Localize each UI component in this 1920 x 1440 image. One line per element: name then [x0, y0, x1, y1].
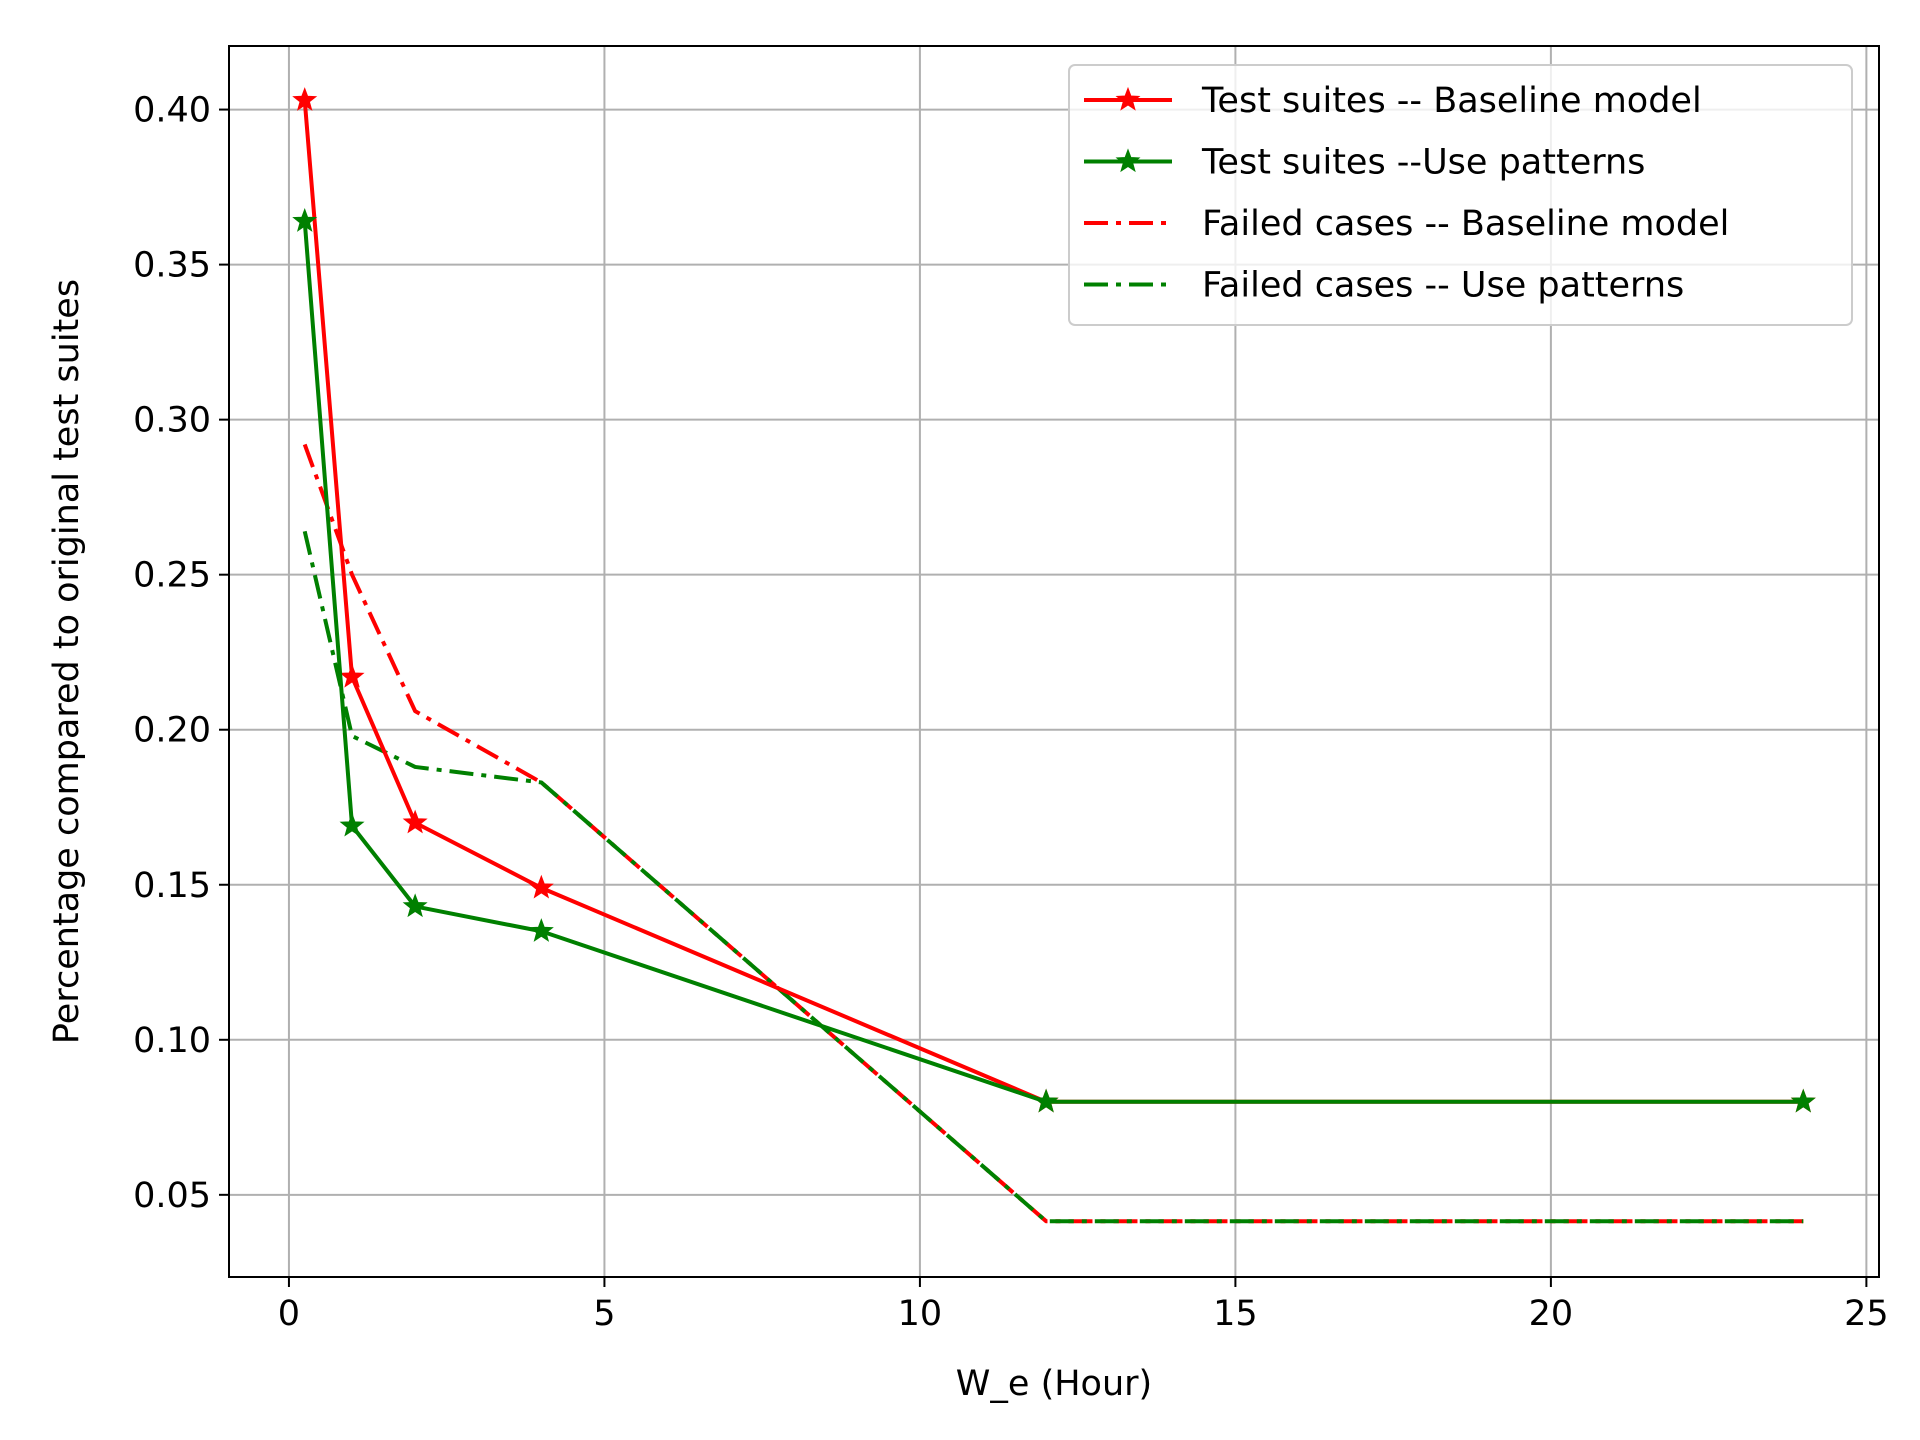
y-axis-label: Percentage compared to original test sui… — [47, 279, 87, 1044]
x-axis-label: W_e (Hour) — [956, 1364, 1152, 1404]
legend-label: Test suites --Use patterns — [1201, 143, 1645, 183]
data-point-marker — [528, 918, 554, 942]
legend-marker — [1115, 148, 1141, 173]
legend-label: Test suites -- Baseline model — [1201, 81, 1702, 121]
legend-label: Failed cases -- Baseline model — [1202, 204, 1729, 244]
series-line — [302, 530, 1804, 1224]
grid-lines — [229, 46, 1879, 1277]
data-point-marker — [292, 208, 318, 232]
data-point-marker — [1033, 1088, 1059, 1113]
legend-label: Failed cases -- Use patterns — [1202, 266, 1684, 306]
legend: Test suites -- Baseline model Test suites… — [1068, 64, 1853, 326]
y-tick-label: 0.40 — [133, 91, 211, 131]
x-tick-label: 20 — [1529, 1294, 1574, 1334]
legend-item: Test suites --Use patterns — [1084, 143, 1645, 183]
x-tick-label: 15 — [1213, 1294, 1258, 1334]
data-point-marker — [402, 809, 428, 834]
data-point-marker — [528, 874, 554, 899]
y-tick-label: 0.25 — [133, 556, 211, 596]
axis-ticks: 0 5 10 15 20 25 0.05 0.10 0.15 0.20 0.25 0.30 0.35 0.… — [133, 91, 1889, 1334]
plot-area-frame — [228, 45, 1880, 1278]
series-line — [302, 221, 1804, 1104]
data-point-marker — [339, 663, 365, 688]
legend-item: Test suites -- Baseline model — [1084, 81, 1702, 121]
legend-marker — [1115, 86, 1141, 111]
legend-box — [1068, 64, 1853, 326]
x-tick-label: 10 — [898, 1294, 943, 1334]
x-tick-label: 25 — [1844, 1294, 1889, 1334]
series-2 — [292, 208, 1816, 1113]
data-point-marker — [292, 87, 318, 111]
y-tick-label: 0.35 — [133, 246, 211, 286]
y-tick-label: 0.10 — [133, 1021, 211, 1061]
y-tick-label: 0.20 — [133, 711, 211, 751]
x-tick-label: 0 — [278, 1294, 300, 1334]
data-point-marker — [1790, 1088, 1816, 1113]
y-tick-label: 0.15 — [133, 866, 211, 906]
data-point-marker — [402, 893, 428, 918]
legend-item: Failed cases -- Baseline model — [1084, 204, 1729, 244]
data-point-marker — [339, 812, 365, 837]
x-tick-label: 5 — [593, 1294, 615, 1334]
series-4 — [302, 530, 1804, 1224]
series-lines — [292, 87, 1816, 1224]
y-tick-label: 0.30 — [133, 401, 211, 441]
legend-item: Failed cases -- Use patterns — [1084, 266, 1684, 306]
y-tick-label: 0.05 — [133, 1176, 211, 1216]
